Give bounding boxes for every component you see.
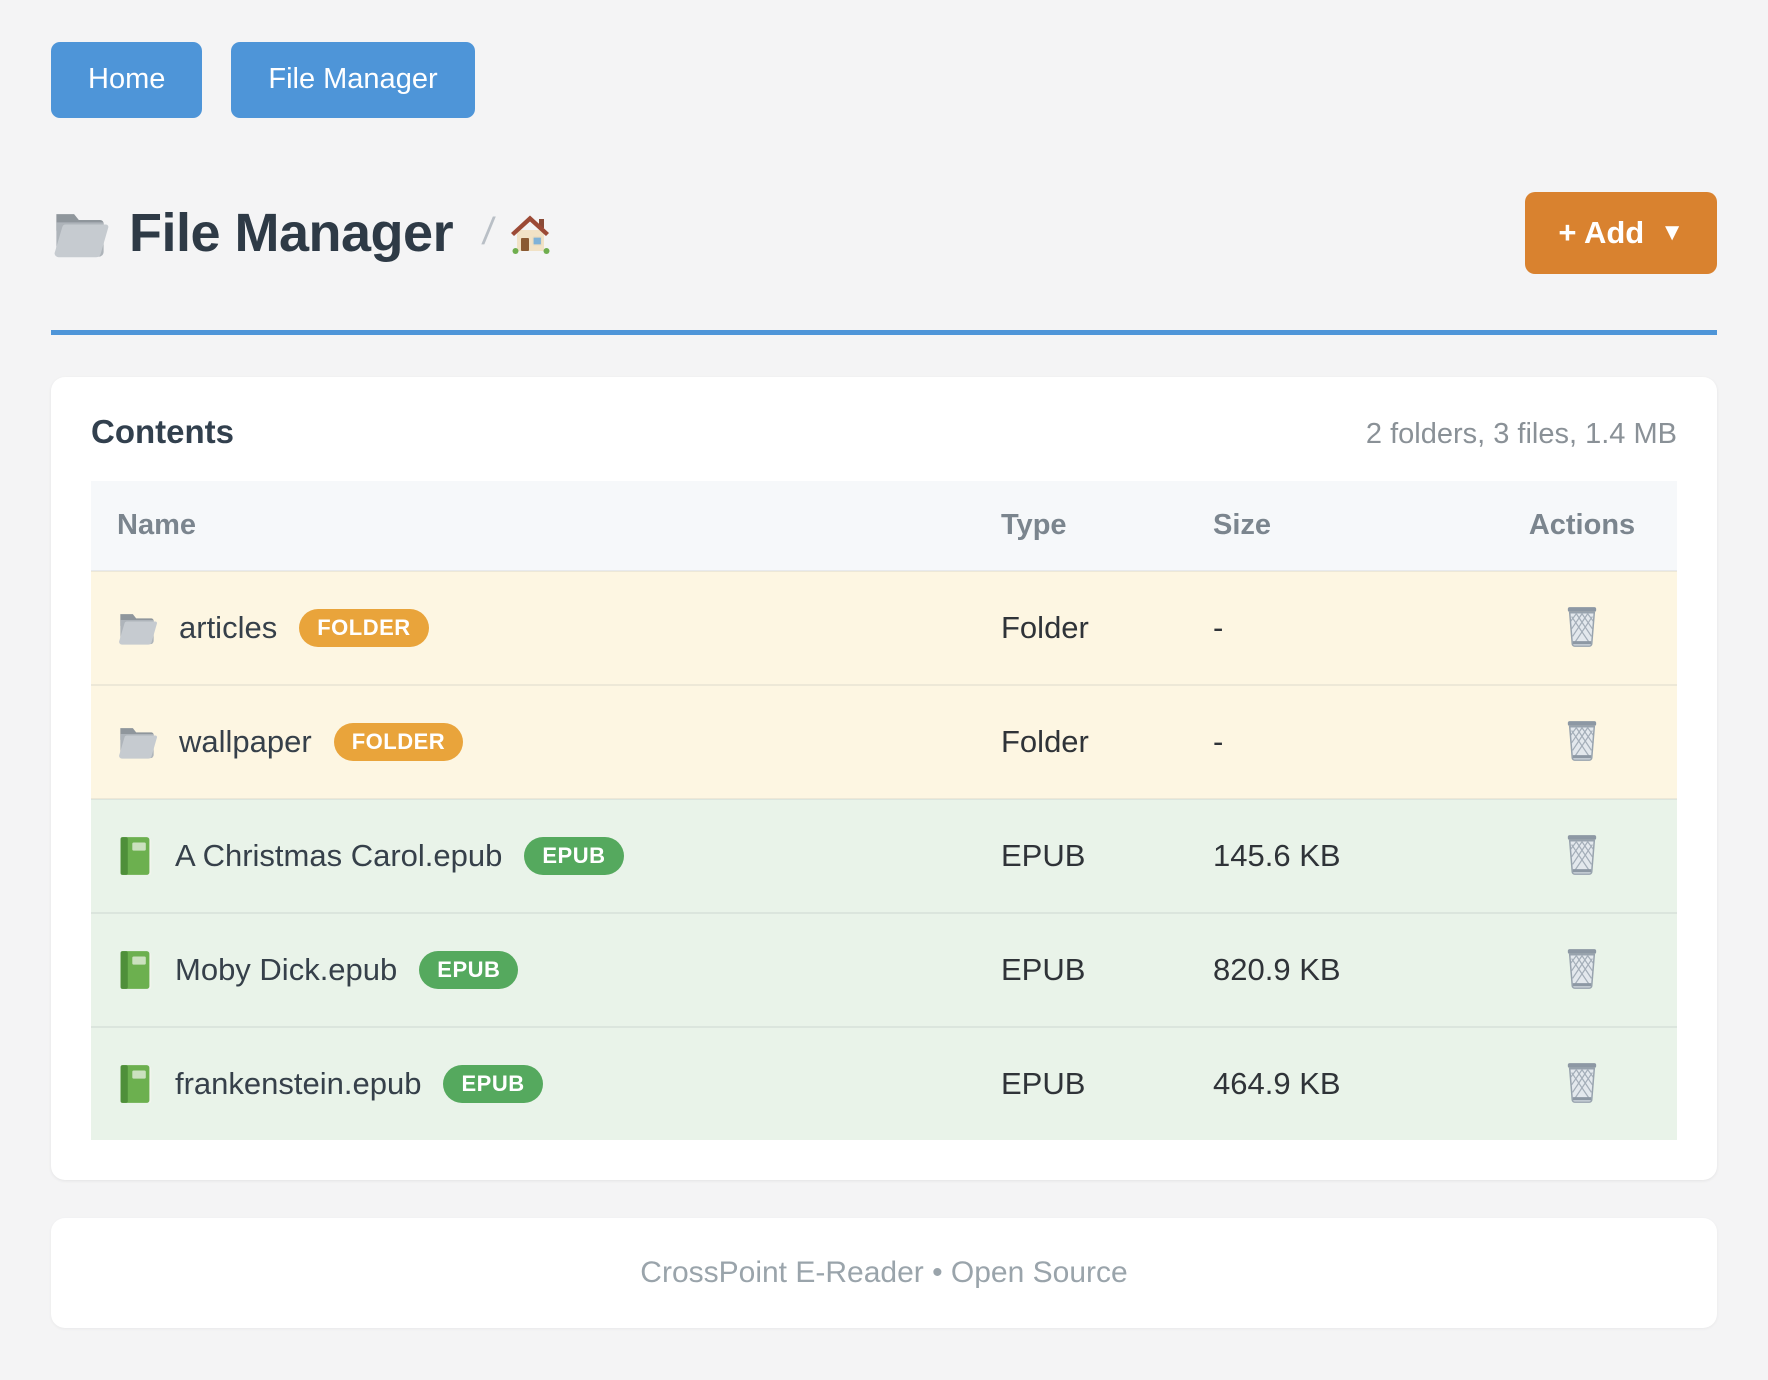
column-header-type: Type	[975, 480, 1187, 571]
table-row[interactable]: A Christmas Carol.epub EPUB EPUB 145.6 K…	[91, 797, 1677, 913]
trash-icon	[1565, 1061, 1599, 1103]
add-button-label: + Add	[1558, 214, 1645, 250]
column-header-actions: Actions	[1487, 480, 1677, 571]
file-type-badge: FOLDER	[299, 608, 429, 647]
file-type: EPUB	[975, 797, 1187, 913]
file-type: Folder	[975, 569, 1187, 685]
trash-icon	[1565, 947, 1599, 989]
file-type-badge: EPUB	[419, 950, 519, 989]
folder-icon	[117, 723, 157, 760]
file-size: -	[1187, 569, 1487, 685]
file-table-header: Name Type Size Actions	[91, 480, 1677, 571]
top-nav: Home File Manager	[51, 42, 1717, 118]
file-size: 145.6 KB	[1187, 797, 1487, 913]
delete-button[interactable]	[1561, 943, 1603, 996]
page-header: File Manager / + Add ▼	[51, 191, 1717, 274]
file-type: EPUB	[975, 1025, 1187, 1140]
file-manager-button[interactable]: File Manager	[231, 42, 475, 118]
column-header-name: Name	[91, 480, 975, 571]
breadcrumb: /	[480, 211, 552, 255]
file-name: wallpaper	[179, 723, 312, 759]
file-type-badge: EPUB	[524, 836, 624, 875]
file-name: Moby Dick.epub	[175, 951, 398, 987]
breadcrumb-home-link[interactable]	[508, 211, 552, 255]
book-icon	[117, 835, 153, 877]
add-button[interactable]: + Add ▼	[1525, 191, 1717, 274]
file-type-badge: EPUB	[443, 1064, 543, 1103]
folder-icon	[117, 609, 157, 646]
breadcrumb-separator: /	[480, 211, 497, 254]
delete-button[interactable]	[1561, 601, 1603, 654]
contents-header: Contents 2 folders, 3 files, 1.4 MB	[91, 413, 1677, 451]
contents-heading: Contents	[91, 412, 234, 450]
contents-card: Contents 2 folders, 3 files, 1.4 MB Name…	[51, 376, 1717, 1180]
file-size: 820.9 KB	[1187, 911, 1487, 1027]
table-row[interactable]: Moby Dick.epub EPUB EPUB 820.9 KB	[91, 911, 1677, 1027]
file-type: EPUB	[975, 911, 1187, 1027]
file-type-badge: FOLDER	[333, 722, 464, 761]
footer-text: CrossPoint E-Reader • Open Source	[640, 1255, 1128, 1289]
table-row[interactable]: frankenstein.epub EPUB EPUB 464.9 KB	[91, 1025, 1677, 1140]
file-type: Folder	[975, 683, 1187, 799]
delete-button[interactable]	[1561, 1057, 1603, 1110]
file-table: Name Type Size Actions	[91, 480, 1677, 1140]
page: Home File Manager File Manager /	[51, 42, 1717, 1328]
house-icon	[508, 211, 552, 255]
trash-icon	[1565, 719, 1599, 761]
folder-icon	[51, 207, 109, 259]
file-name: A Christmas Carol.epub	[175, 837, 503, 873]
table-row[interactable]: articles FOLDER Folder -	[91, 569, 1677, 685]
file-size: -	[1187, 683, 1487, 799]
page-title: File Manager	[129, 202, 454, 263]
delete-button[interactable]	[1561, 829, 1603, 882]
caret-down-icon: ▼	[1660, 218, 1684, 246]
home-button[interactable]: Home	[51, 42, 203, 118]
footer: CrossPoint E-Reader • Open Source	[51, 1217, 1717, 1328]
file-size: 464.9 KB	[1187, 1025, 1487, 1140]
header-divider	[51, 329, 1717, 335]
contents-summary: 2 folders, 3 files, 1.4 MB	[1365, 417, 1677, 450]
delete-button[interactable]	[1561, 715, 1603, 768]
book-icon	[117, 1063, 153, 1105]
table-row[interactable]: wallpaper FOLDER Folder -	[91, 683, 1677, 799]
book-icon	[117, 949, 153, 991]
file-name: articles	[179, 609, 278, 645]
file-name: frankenstein.epub	[175, 1065, 422, 1101]
column-header-size: Size	[1187, 480, 1487, 571]
trash-icon	[1565, 833, 1599, 875]
trash-icon	[1565, 605, 1599, 647]
file-table-body: articles FOLDER Folder -	[91, 569, 1677, 1140]
